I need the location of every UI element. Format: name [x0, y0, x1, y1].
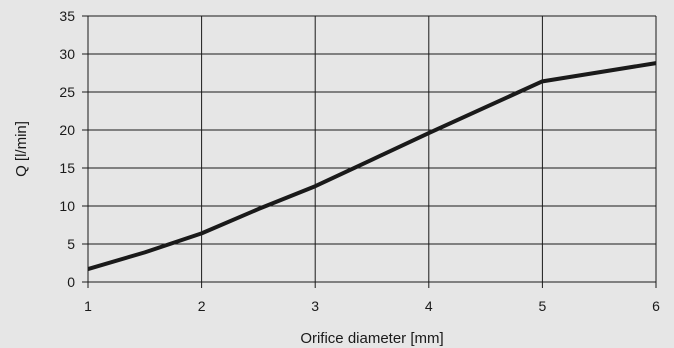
grid-lines	[87, 15, 657, 283]
x-tick-label: 3	[311, 298, 319, 314]
x-tick-label: 5	[539, 298, 547, 314]
y-axis-ticks: 0 5 10 15 20 25 30 35	[59, 8, 88, 290]
series-line	[87, 61, 657, 271]
y-axis-label: Q [l/min]	[13, 121, 30, 177]
x-axis-ticks: 1 2 3 4 5 6	[84, 282, 660, 314]
x-axis-label: Orifice diameter [mm]	[300, 330, 443, 347]
x-tick-label: 1	[84, 298, 92, 314]
x-tick-label: 6	[652, 298, 660, 314]
y-tick-label: 5	[67, 236, 75, 252]
y-tick-label: 15	[59, 160, 75, 176]
y-tick-label: 20	[59, 122, 75, 138]
x-tick-label: 2	[198, 298, 206, 314]
y-tick-label: 10	[59, 198, 75, 214]
y-tick-label: 0	[67, 274, 75, 290]
x-tick-label: 4	[425, 298, 433, 314]
y-tick-label: 35	[59, 8, 75, 24]
y-tick-label: 30	[59, 46, 75, 62]
series-group	[87, 61, 657, 271]
y-tick-label: 25	[59, 84, 75, 100]
